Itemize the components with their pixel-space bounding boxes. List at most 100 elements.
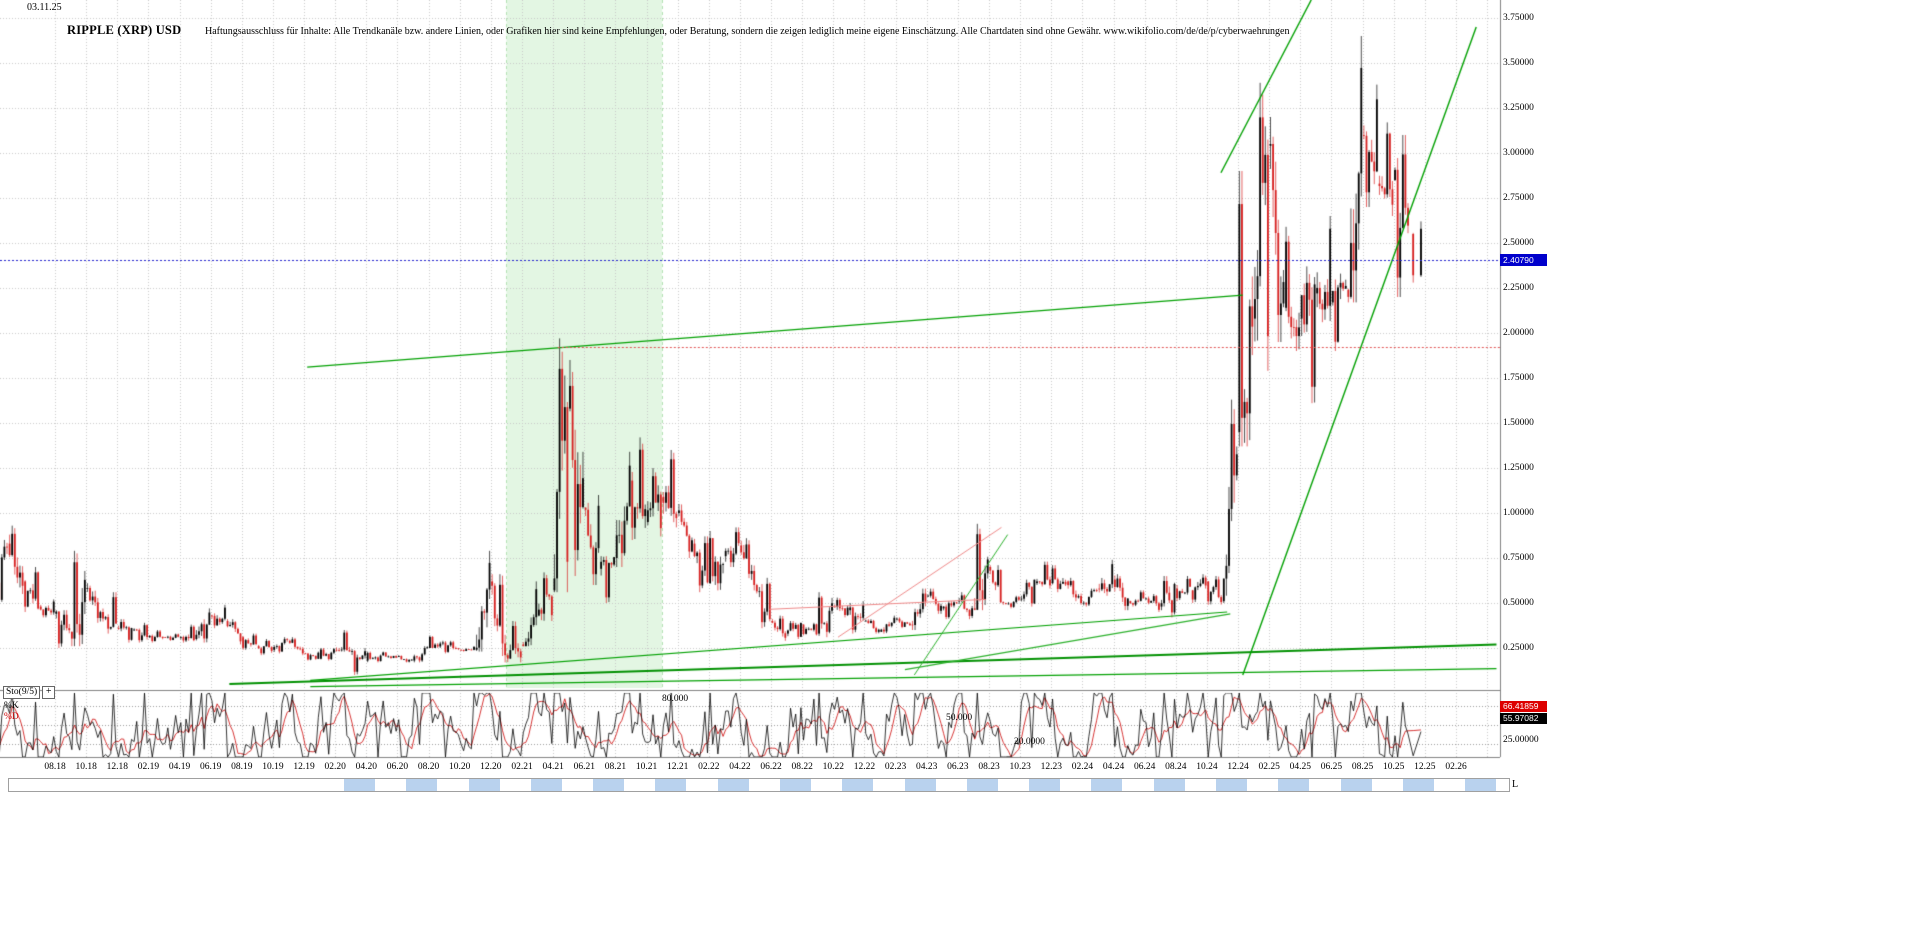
time-axis-tick: 12.25 (1414, 762, 1436, 772)
time-axis-tick: 02.19 (137, 762, 160, 772)
time-axis-tick: 02.21 (511, 762, 533, 772)
time-axis-tick: 04.19 (168, 762, 191, 772)
time-axis-tick: 10.19 (262, 762, 284, 772)
price-axis-tick: 2.75000 (1503, 193, 1534, 203)
time-axis-tick: 08.25 (1351, 762, 1374, 772)
stochastic-k-badge: 55.97082 (1500, 713, 1547, 724)
time-axis-tick: 06.20 (386, 762, 409, 772)
osc-level-50-label: 50.000 (946, 713, 973, 723)
timeline-segment (780, 779, 812, 791)
timeline-segment (842, 779, 874, 791)
timeline-segment (655, 779, 687, 791)
time-axis-tick: 08.23 (978, 762, 1000, 772)
timeline-segment (562, 779, 594, 791)
percent-d-label: %D (4, 712, 19, 722)
time-axis-tick: 10.22 (822, 762, 845, 772)
time-axis-tick: 04.25 (1289, 762, 1312, 772)
percent-k-label: %K (4, 701, 19, 711)
price-axis-tick: 2.00000 (1503, 328, 1534, 338)
osc-level-20-label: 20.0000 (1014, 737, 1045, 747)
timeline-segment (406, 779, 438, 791)
timeline-segment (499, 779, 531, 791)
time-axis-tick: 08.21 (604, 762, 627, 772)
time-axis-tick: 12.18 (106, 762, 128, 772)
time-axis-tick: 02.20 (324, 762, 346, 772)
timeline-segment (966, 779, 998, 791)
osc-level-80-label: 80.000 (662, 694, 689, 704)
time-axis-tick: 12.23 (1040, 762, 1062, 772)
time-axis-tick: 12.20 (480, 762, 502, 772)
timeline-segment (1029, 779, 1061, 791)
time-axis-tick: 02.24 (1071, 762, 1094, 772)
disclaimer-text: Haftungsausschluss für Inhalte: Alle Tre… (205, 26, 1290, 37)
time-axis-tick: 06.21 (573, 762, 595, 772)
timeline-segment (1371, 779, 1403, 791)
timeline-segment (624, 779, 656, 791)
time-axis-tick: 12.24 (1227, 762, 1249, 772)
price-axis-tick: 2.25000 (1503, 283, 1534, 293)
time-axis-tick: 02.23 (884, 762, 907, 772)
time-axis-tick: 06.24 (1133, 762, 1156, 772)
price-axis-tick: 3.25000 (1503, 103, 1534, 113)
time-axis-tick: 04.24 (1102, 762, 1125, 772)
plus-icon: + (45, 686, 52, 697)
timeline-segment (1091, 779, 1123, 791)
time-axis-tick: 04.21 (542, 762, 564, 772)
time-axis-tick: 12.21 (666, 762, 689, 772)
time-axis-tick: 04.23 (916, 762, 938, 772)
price-axis-tick: 3.75000 (1503, 13, 1534, 23)
timeline-segment (1060, 779, 1092, 791)
chart-date: 03.11.25 (27, 2, 62, 13)
last-price-badge: 2.40790 (1500, 254, 1547, 266)
timeline-segment (1247, 779, 1279, 791)
timeline-segment (1122, 779, 1154, 791)
time-axis-tick: 10.25 (1383, 762, 1405, 772)
timeline-segment (437, 779, 469, 791)
scale-indicator[interactable]: L (1512, 779, 1519, 790)
price-axis-tick: 0.50000 (1503, 598, 1534, 608)
time-axis-tick: 06.22 (760, 762, 782, 772)
timeline-segment (873, 779, 905, 791)
timeline-segment (686, 779, 718, 791)
time-axis-tick: 02.26 (1445, 762, 1467, 772)
time-axis-tick: 12.19 (293, 762, 315, 772)
price-axis-tick: 2.50000 (1503, 238, 1534, 248)
stochastic-d-badge: 66.41859 (1500, 701, 1547, 712)
add-indicator-button[interactable]: + (42, 686, 56, 699)
price-axis-tick: 1.25000 (1503, 463, 1534, 473)
timeline-scrollbar[interactable] (8, 778, 1510, 792)
time-axis-tick: 02.22 (698, 762, 720, 772)
timeline-segment (530, 779, 562, 791)
timeline-segment (375, 779, 407, 791)
time-axis-tick: 04.20 (355, 762, 378, 772)
price-axis-tick: 1.50000 (1503, 418, 1534, 428)
price-axis-tick: 3.50000 (1503, 58, 1534, 68)
time-axis-tick: 10.18 (75, 762, 97, 772)
time-axis-tick: 08.22 (791, 762, 813, 772)
time-axis: 08.18 10.18 12.18 02.19 04.19 06.19 08.19 10.19… (0, 762, 1916, 775)
time-axis-tick: 08.24 (1165, 762, 1187, 772)
osc-right-tick-label: 25.00000 (1503, 735, 1539, 745)
time-axis-tick: 08.20 (417, 762, 440, 772)
time-axis-tick: 06.23 (947, 762, 969, 772)
time-axis-tick: 06.25 (1320, 762, 1343, 772)
timeline-segment (468, 779, 500, 791)
timeline-segment (344, 779, 376, 791)
timeline-segment (1215, 779, 1247, 791)
timeline-segment (904, 779, 936, 791)
timeline-segment (1433, 779, 1465, 791)
timeline-segment (748, 779, 780, 791)
timeline-segment (1340, 779, 1372, 791)
stochastic-label: Sto(9/5) (3, 686, 41, 699)
timeline-segment (1278, 779, 1310, 791)
timeline-segment (1309, 779, 1341, 791)
timeline-segment (717, 779, 749, 791)
timeline-segment (1402, 779, 1434, 791)
timeline-segment (1153, 779, 1185, 791)
timeline-segment (1465, 779, 1497, 791)
time-axis-tick: 04.22 (729, 762, 751, 772)
time-axis-tick: 06.19 (199, 762, 222, 772)
time-axis-tick: 12.22 (853, 762, 876, 772)
